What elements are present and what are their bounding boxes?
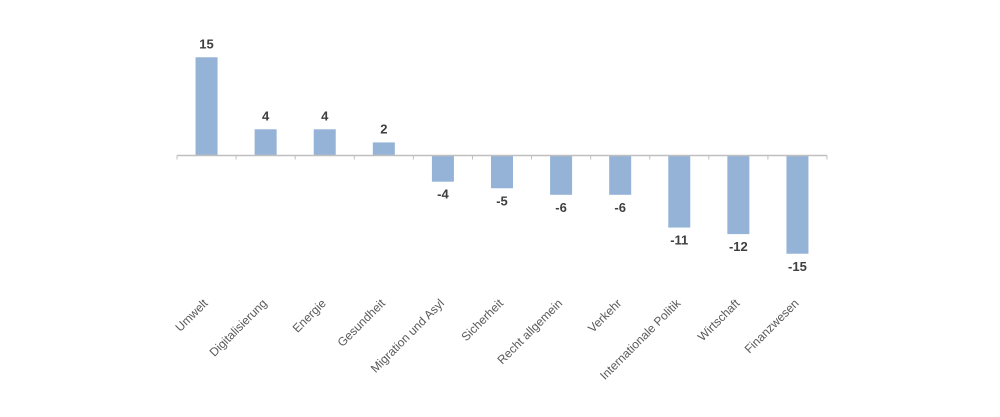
category-label-1: Umwelt <box>172 296 211 335</box>
category-label-2: Digitalisierung <box>207 296 270 359</box>
bar-3 <box>313 129 336 156</box>
data-label-6: -5 <box>496 193 508 208</box>
data-label-11: -15 <box>788 259 807 274</box>
bar-9 <box>668 155 691 228</box>
data-label-8: -6 <box>614 200 626 215</box>
data-label-2: 4 <box>262 108 270 123</box>
data-label-9: -11 <box>670 233 688 248</box>
bar-6 <box>491 155 513 189</box>
bar-10 <box>727 155 750 235</box>
category-label-4: Gesundheit <box>335 296 389 350</box>
value-labels-group: 15 4 4 2 -4 -5 -6 -6 -11 -12 -15 <box>199 36 807 274</box>
data-label-4: 2 <box>380 121 387 136</box>
data-label-1: 15 <box>199 36 213 51</box>
bar-8 <box>609 155 632 195</box>
axis-group <box>176 154 828 160</box>
data-label-3: 4 <box>321 108 329 123</box>
bar-2 <box>254 129 277 156</box>
category-label-11: Finanzwesen <box>742 296 802 356</box>
category-label-10: Wirtschaft <box>695 296 743 344</box>
bar-4 <box>372 142 395 156</box>
data-label-10: -12 <box>729 239 748 254</box>
category-label-3: Energie <box>290 296 329 335</box>
bar-11 <box>786 155 809 254</box>
category-label-8: Verkehr <box>585 296 624 335</box>
data-label-7: -6 <box>555 200 567 215</box>
bar-1 <box>195 57 218 156</box>
category-label-6: Sicherheit <box>458 296 506 344</box>
data-label-5: -4 <box>437 187 449 202</box>
bar-5 <box>431 155 454 182</box>
bar-7 <box>550 155 573 195</box>
bars-group <box>195 57 809 254</box>
